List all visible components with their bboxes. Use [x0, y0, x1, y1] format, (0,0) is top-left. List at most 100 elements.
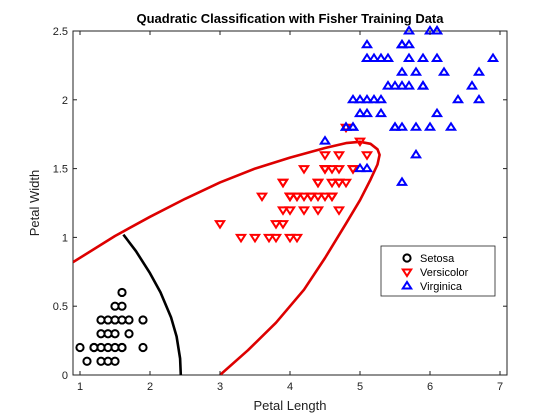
- versicolor-point: [297, 165, 311, 175]
- y-tick-label: 0: [62, 370, 68, 382]
- virginica-point: [353, 162, 367, 173]
- virginica-point: [360, 93, 374, 104]
- virginica-point: [374, 107, 388, 118]
- axis-ticks: 1 2 3 4 5 6 7 0 0.5 1 1.5 2 2.5: [53, 26, 507, 393]
- setosa-point: [75, 342, 85, 353]
- virginica-point: [430, 107, 444, 118]
- versicolor-point: [332, 206, 346, 216]
- axes-box: [72, 30, 508, 376]
- virginica-point: [472, 93, 486, 104]
- virginica-point: [465, 80, 479, 90]
- y-tick-label: 2: [62, 95, 68, 107]
- versicolor-point: [318, 151, 332, 161]
- setosa-point: [96, 356, 106, 366]
- x-tick-label: 2: [147, 381, 153, 393]
- versicolor-point: [325, 192, 339, 202]
- virginica-point: [472, 66, 486, 76]
- virginica-point: [437, 66, 451, 76]
- x-tick-label: 4: [287, 381, 293, 393]
- setosa-point: [89, 342, 99, 353]
- decision-boundary-curve: [73, 140, 381, 375]
- versicolor-point: [325, 178, 339, 189]
- setosa-point: [138, 342, 148, 353]
- versicolor-point: [311, 192, 325, 202]
- virginica-point: [395, 80, 409, 90]
- legend-marker-virginica: [400, 280, 414, 290]
- virginica-point: [395, 176, 409, 186]
- virginica-point: [360, 162, 374, 173]
- virginica-point: [395, 121, 409, 131]
- virginica-point: [339, 121, 353, 131]
- versicolor-point: [297, 206, 311, 216]
- setosa-point: [110, 301, 120, 311]
- legend-label-setosa: Setosa: [420, 253, 455, 265]
- versicolor-point: [276, 206, 290, 216]
- virginica-point: [402, 52, 416, 62]
- setosa-point: [124, 329, 134, 339]
- legend-label-virginica: Virginica: [420, 281, 463, 293]
- virginica-point: [395, 66, 409, 76]
- versicolor-point: [332, 165, 346, 175]
- versicolor-point: [269, 220, 283, 230]
- x-axis-label: Petal Length: [253, 398, 326, 413]
- virginica-point: [353, 93, 367, 104]
- versicolor-point: [332, 178, 346, 189]
- decision-boundaries: [73, 140, 381, 375]
- virginica-point: [451, 93, 465, 104]
- virginica-point: [367, 93, 381, 104]
- setosa-point: [138, 315, 148, 325]
- legend-marker-setosa: [402, 253, 412, 263]
- virginica-point: [381, 52, 395, 62]
- versicolor-point: [311, 206, 325, 216]
- virginica-point: [360, 38, 374, 49]
- y-tick-label: 1.5: [53, 164, 68, 176]
- virginica-point: [367, 52, 381, 62]
- versicolor-point: [346, 165, 360, 175]
- virginica-point: [430, 52, 444, 62]
- setosa-point: [117, 287, 127, 298]
- versicolor-point: [325, 165, 339, 175]
- setosa-point: [82, 356, 92, 366]
- setosa-point: [117, 342, 127, 353]
- setosa-point: [96, 329, 106, 339]
- versicolor-point: [234, 233, 248, 244]
- virginica-point: [402, 80, 416, 90]
- chart-title: Quadratic Classification with Fisher Tra…: [136, 11, 444, 26]
- virginica-point: [318, 135, 332, 145]
- versicolor-point: [311, 178, 325, 189]
- versicolor-point: [276, 178, 290, 189]
- virginica-point: [381, 80, 395, 90]
- versicolor-point: [332, 151, 346, 161]
- versicolor-point: [283, 192, 297, 202]
- virginica-point: [388, 121, 402, 131]
- virginica-point: [409, 121, 423, 131]
- virginica-point: [409, 148, 423, 159]
- versicolor-point: [290, 233, 304, 244]
- y-tick-label: 1: [62, 232, 68, 244]
- x-tick-label: 5: [357, 381, 363, 393]
- virginica-point: [416, 52, 430, 62]
- virginica-point: [374, 93, 388, 104]
- virginica-point: [388, 80, 402, 90]
- x-tick-label: 1: [77, 381, 83, 393]
- plot-area: 1 2 3 4 5 6 7 0 0.5 1 1.5 2 2.5: [53, 25, 508, 393]
- setosa-point: [103, 315, 113, 325]
- versicolor-point: [283, 233, 297, 244]
- y-tick-label: 0.5: [53, 301, 68, 313]
- virginica-point: [353, 107, 367, 118]
- legend-label-versicolor: Versicolor: [420, 267, 469, 279]
- versicolor-point: [318, 165, 332, 175]
- legend-marker-versicolor: [400, 268, 414, 278]
- versicolor-point: [213, 220, 227, 230]
- virginica-point: [360, 107, 374, 118]
- versicolor-point: [262, 233, 276, 244]
- x-tick-label: 7: [497, 381, 503, 393]
- versicolor-point: [248, 233, 262, 244]
- virginica-point: [346, 93, 360, 104]
- versicolor-point: [353, 137, 367, 147]
- versicolor-point: [283, 206, 297, 216]
- versicolor-point: [255, 192, 269, 202]
- x-tick-label: 6: [427, 381, 433, 393]
- decision-boundary-curve: [122, 233, 183, 375]
